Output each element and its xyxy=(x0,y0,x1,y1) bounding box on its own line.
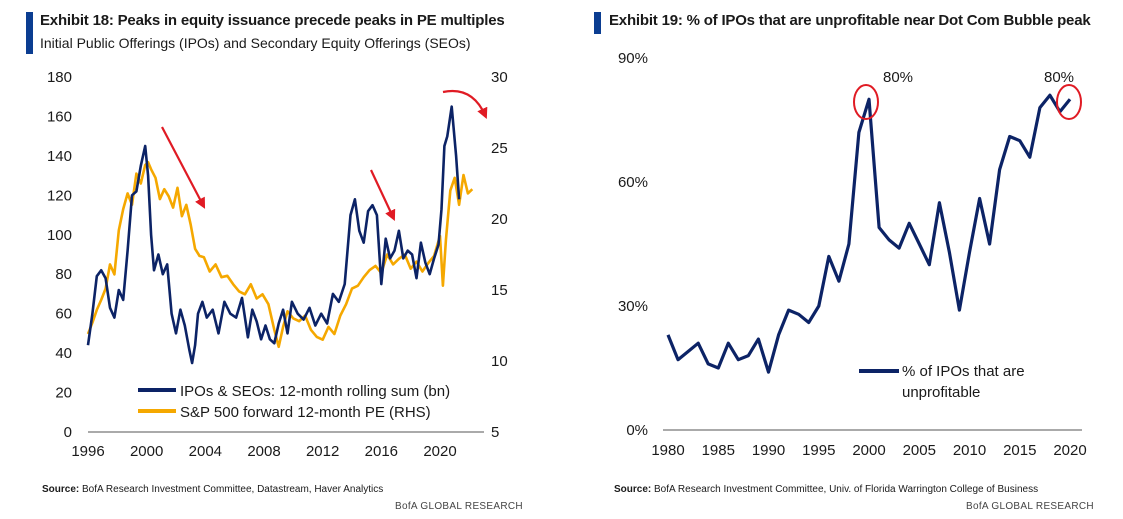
source-label: Source: xyxy=(42,484,80,495)
x-tick-label: 2010 xyxy=(953,442,986,459)
y-tick-label: 90% xyxy=(618,50,648,67)
y-tick-label: 60 xyxy=(55,306,72,323)
chart-title: Exhibit 18: Peaks in equity issuance pre… xyxy=(40,12,505,29)
x-tick-label: 2000 xyxy=(130,443,163,460)
series-line-unprofitable-ipos xyxy=(666,93,1072,374)
series-line-ipos-seos xyxy=(86,105,461,365)
y-tick-label: 160 xyxy=(47,108,72,125)
y-tick-label: 140 xyxy=(47,148,72,165)
exhibit-18-panel: Exhibit 18: Peaks in equity issuance pre… xyxy=(0,0,540,519)
peak-annotations: 80% 80% xyxy=(853,69,1082,120)
y-tick-label: 100 xyxy=(47,227,72,244)
y-tick-label: 60% xyxy=(618,174,648,191)
red-arrow-2017 xyxy=(370,169,396,221)
source-label: Source: xyxy=(614,484,652,495)
x-tick-label: 1990 xyxy=(752,442,785,459)
legend-label-pe: S&P 500 forward 12-month PE (RHS) xyxy=(180,404,431,421)
title-accent-bar xyxy=(26,12,33,54)
y2-tick-label: 25 xyxy=(491,140,508,157)
legend: IPOs & SEOs: 12-month rolling sum (bn) S… xyxy=(138,383,450,421)
y-tick-label: 0% xyxy=(626,422,648,439)
annotation-label-2000: 80% xyxy=(883,69,913,86)
x-tick-label: 1985 xyxy=(702,442,735,459)
x-tick-label: 2005 xyxy=(903,442,936,459)
y2-tick-label: 10 xyxy=(491,353,508,370)
exhibit-19-chart: 0% 30% 60% 90% 1980 1985 1990 1995 2000 2005 2010 2… xyxy=(618,50,1087,459)
chart-title: Exhibit 19: % of IPOs that are unprofita… xyxy=(609,12,1091,29)
y2-tick-label: 5 xyxy=(491,424,499,441)
annotation-label-2020: 80% xyxy=(1044,69,1074,86)
exhibit-18-chart: 0 20 40 60 80 100 120 140 160 180 5 10 15 20 25 30 1996 2… xyxy=(47,69,508,460)
title-accent-bar xyxy=(594,12,601,34)
y-tick-label: 30% xyxy=(618,298,648,315)
y-tick-label: 180 xyxy=(47,69,72,86)
x-tick-label: 2012 xyxy=(306,443,339,460)
chart-subtitle: Initial Public Offerings (IPOs) and Seco… xyxy=(40,35,471,51)
x-tick-label: 2008 xyxy=(247,443,280,460)
source-text: BofA Research Investment Committee, Univ… xyxy=(654,484,1039,495)
legend-label-ipos: IPOs & SEOs: 12-month rolling sum (bn) xyxy=(180,383,450,400)
x-tick-label: 1996 xyxy=(71,443,104,460)
red-circle-2020 xyxy=(1056,84,1082,120)
red-curved-arrow-2021 xyxy=(442,89,488,120)
y2-tick-label: 20 xyxy=(491,211,508,228)
x-tick-label: 1980 xyxy=(651,442,684,459)
x-tick-label: 2004 xyxy=(189,443,222,460)
x-tick-label: 2016 xyxy=(365,443,398,460)
red-circle-2000 xyxy=(853,84,879,120)
source-note: Source: BofA Research Investment Committ… xyxy=(42,484,383,495)
y-tick-label: 40 xyxy=(55,345,72,362)
y2-tick-label: 15 xyxy=(491,282,508,299)
brand-label: BofA GLOBAL RESEARCH xyxy=(966,501,1094,512)
y-tick-label: 20 xyxy=(55,385,72,402)
legend-label-line2: unprofitable xyxy=(902,384,980,401)
red-arrow-2003 xyxy=(161,126,206,209)
legend-label-line1: % of IPOs that are xyxy=(902,363,1025,380)
brand-label: BofA GLOBAL RESEARCH xyxy=(395,501,523,512)
source-text: BofA Research Investment Committee, Data… xyxy=(82,484,384,495)
y-tick-label: 120 xyxy=(47,187,72,204)
x-tick-label: 2000 xyxy=(852,442,885,459)
y-tick-label: 80 xyxy=(55,266,72,283)
series-line-pe xyxy=(86,160,474,349)
x-tick-label: 2020 xyxy=(1053,442,1086,459)
x-tick-label: 2020 xyxy=(423,443,456,460)
legend: % of IPOs that are unprofitable xyxy=(859,363,1025,401)
source-note: Source: BofA Research Investment Committ… xyxy=(614,484,1038,495)
y-tick-label: 0 xyxy=(64,424,72,441)
y2-tick-label: 30 xyxy=(491,69,508,86)
x-tick-label: 2015 xyxy=(1003,442,1036,459)
exhibit-19-panel: Exhibit 19: % of IPOs that are unprofita… xyxy=(560,0,1123,519)
x-tick-label: 1995 xyxy=(802,442,835,459)
annotation-arrows xyxy=(161,89,488,221)
